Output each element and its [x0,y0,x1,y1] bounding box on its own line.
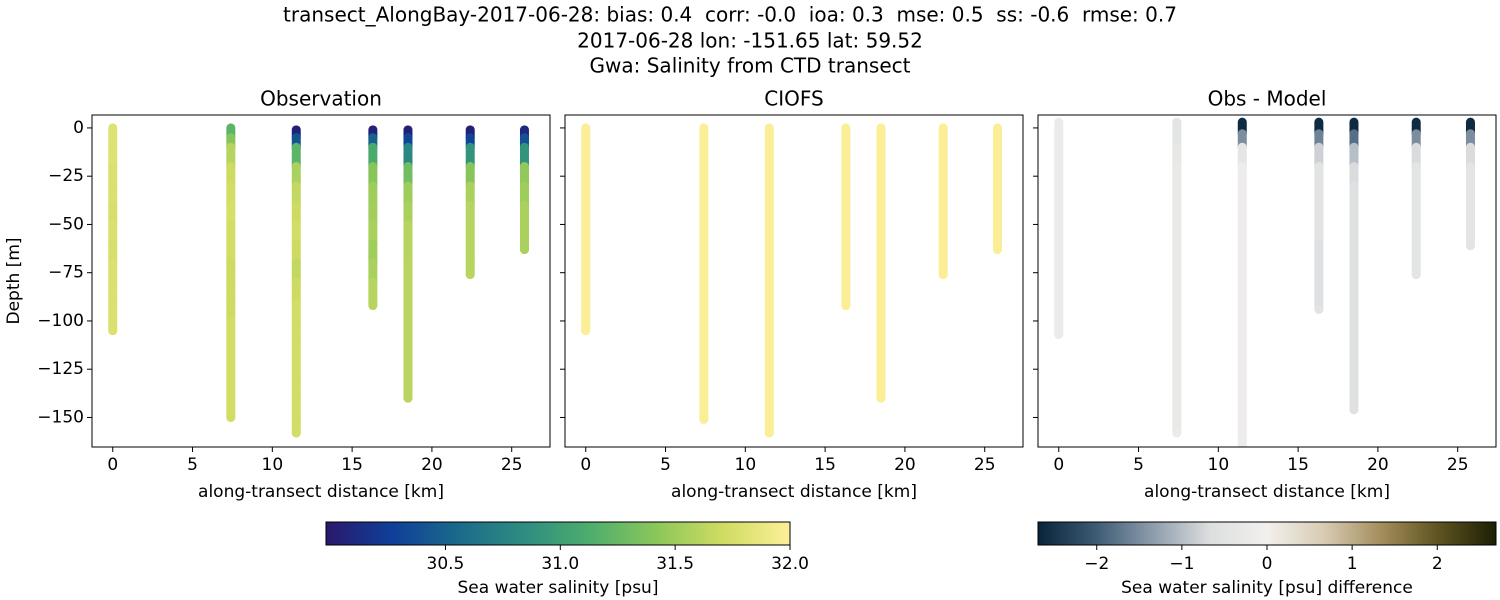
colorbar-tick-label: 30.5 [427,554,465,574]
plot-area [581,123,1002,438]
y-tick-label: −100 [37,311,84,331]
colorbar-tick-label: −1 [1169,554,1194,574]
x-axis-label: along-transect distance [km] [671,482,917,502]
x-tick-label: 0 [580,455,591,475]
x-tick-label: 5 [1133,455,1144,475]
plot-area [108,123,529,438]
panel-title: Observation [260,87,382,111]
colorbar-tick-label: 31.5 [656,554,694,574]
colorbar-tick-label: 0 [1262,554,1273,574]
y-tick-label: 0 [73,118,84,138]
x-tick-label: 10 [262,455,284,475]
colorbar-tick-label: 31.0 [541,554,579,574]
y-tick-label: −50 [48,214,84,234]
plot-area [1054,117,1475,447]
colorbar-label: Sea water salinity [psu] difference [1121,578,1413,598]
x-tick-label: 20 [894,455,916,475]
y-tick-label: −25 [48,166,84,186]
colorbar [1037,521,1497,546]
x-tick-label: 25 [974,455,996,475]
title-line: Gwa: Salinity from CTD transect [590,54,911,78]
colorbar-tick-label: −2 [1084,554,1109,574]
x-tick-label: 10 [735,455,757,475]
y-tick-label: −150 [37,407,84,427]
title-line: transect_AlongBay-2017-06-28: bias: 0.4 … [283,3,1177,27]
panel-title: CIOFS [764,87,823,111]
x-tick-label: 20 [1367,455,1389,475]
x-tick-label: 0 [1053,455,1064,475]
y-tick-label: −75 [48,263,84,283]
y-tick-label: −125 [37,359,84,379]
x-tick-label: 0 [107,455,118,475]
x-tick-label: 15 [1287,455,1309,475]
y-axis-label: Depth [m] [4,237,24,324]
x-tick-label: 25 [501,455,523,475]
x-tick-label: 5 [187,455,198,475]
colorbar [325,521,791,546]
colorbar-tick-label: 32.0 [771,554,809,574]
colorbar-tick-label: 2 [1432,554,1443,574]
x-tick-label: 15 [814,455,836,475]
colorbar-tick-label: 1 [1347,554,1358,574]
colorbar-label: Sea water salinity [psu] [458,578,659,598]
x-tick-label: 15 [341,455,363,475]
title-line: 2017-06-28 lon: -151.65 lat: 59.52 [577,29,923,53]
axes-frame [91,114,551,448]
x-axis-label: along-transect distance [km] [1144,482,1390,502]
axes-frame [564,114,1024,448]
x-tick-label: 25 [1447,455,1469,475]
x-axis-label: along-transect distance [km] [198,482,444,502]
x-tick-label: 10 [1208,455,1230,475]
x-tick-label: 20 [421,455,443,475]
panel-title: Obs - Model [1208,87,1327,111]
x-tick-label: 5 [660,455,671,475]
axes-frame [1037,114,1497,448]
